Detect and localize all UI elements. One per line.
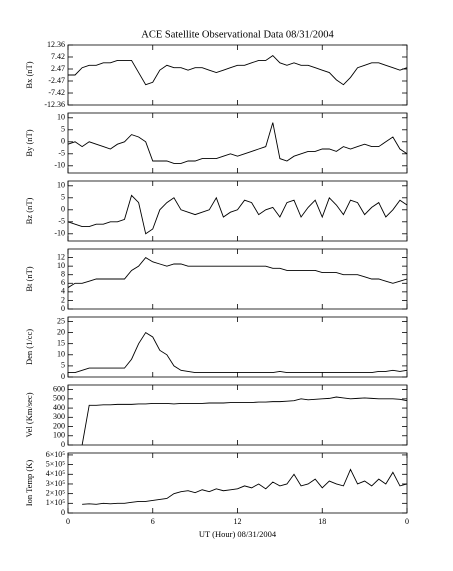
y-tick-label: 5 xyxy=(61,193,65,202)
data-line xyxy=(82,468,408,505)
y-axis-label: Bz (nT) xyxy=(24,197,34,224)
x-tick-label: 12 xyxy=(234,517,242,526)
y-tick-label: 10 xyxy=(57,181,65,190)
y-tick-label: 0 xyxy=(61,372,65,381)
y-tick-label: 12 xyxy=(57,252,65,261)
y-tick-label: 6 xyxy=(61,278,65,287)
y-tick-label: 5 xyxy=(61,361,65,370)
y-tick-label: 12.36 xyxy=(47,40,65,49)
y-axis-label: By (nT) xyxy=(24,129,34,156)
y-tick-label: 3×10⁵ xyxy=(46,479,66,488)
y-tick-label: 0 xyxy=(61,304,65,313)
data-line xyxy=(67,122,408,164)
y-tick-label: -5 xyxy=(58,217,65,226)
y-tick-label: 100 xyxy=(53,431,65,440)
y-tick-label: 600 xyxy=(53,384,65,393)
y-tick-label: 5 xyxy=(61,125,65,134)
data-line xyxy=(67,256,408,288)
y-axis-label: Bt (nT) xyxy=(24,266,34,291)
y-tick-label: 10 xyxy=(57,113,65,122)
y-axis-label: Ion Temp (K) xyxy=(24,460,34,507)
y-axis-label: Bx (nT) xyxy=(24,61,34,88)
panel-frame xyxy=(67,180,408,242)
y-tick-label: 1×10⁵ xyxy=(46,498,66,507)
y-tick-label: 0 xyxy=(61,205,65,214)
x-tick-label: 6 xyxy=(151,517,155,526)
y-tick-label: 15 xyxy=(57,338,65,347)
y-tick-label: 2×10⁵ xyxy=(46,488,66,497)
data-line xyxy=(68,331,408,374)
y-tick-label: 10 xyxy=(57,261,65,270)
data-line xyxy=(67,194,408,235)
data-line xyxy=(81,396,408,446)
y-tick-label: 4×10⁵ xyxy=(46,469,66,478)
y-tick-label: 25 xyxy=(57,316,65,325)
y-tick-label: -7.42 xyxy=(48,88,65,97)
y-tick-label: -10 xyxy=(54,229,65,238)
y-tick-label: 6×10⁵ xyxy=(46,450,66,459)
y-tick-label: -10 xyxy=(54,161,65,170)
y-tick-label: 300 xyxy=(53,412,65,421)
y-tick-label: 20 xyxy=(57,327,65,336)
panel-frame xyxy=(67,384,408,446)
y-tick-label: -5 xyxy=(58,149,65,158)
y-tick-label: 10 xyxy=(57,350,65,359)
y-tick-label: 500 xyxy=(53,394,65,403)
panel-frame xyxy=(67,112,408,174)
y-tick-label: 0 xyxy=(61,137,65,146)
y-tick-label: 200 xyxy=(53,421,65,430)
x-tick-label: 18 xyxy=(318,517,326,526)
y-tick-label: -12.36 xyxy=(44,100,65,109)
y-tick-label: 4 xyxy=(61,287,65,296)
x-tick-label: 0 xyxy=(66,517,70,526)
y-tick-label: 5×10⁵ xyxy=(46,459,66,468)
y-axis-label: Den (1/cc) xyxy=(24,329,34,365)
y-tick-label: 2 xyxy=(61,295,65,304)
y-tick-label: 0 xyxy=(61,440,65,449)
x-tick-label: 0 xyxy=(405,517,409,526)
panel-frame xyxy=(67,44,408,106)
y-tick-label: -2.47 xyxy=(48,76,65,85)
y-tick-label: 7.42 xyxy=(51,52,65,61)
y-tick-label: 400 xyxy=(53,403,65,412)
y-axis-label: Vel (Km/sec) xyxy=(24,392,34,437)
panel-frame xyxy=(67,452,408,514)
y-tick-label: 0 xyxy=(61,508,65,517)
chart-title: ACE Satellite Observational Data 08/31/2… xyxy=(141,29,334,40)
y-tick-label: 8 xyxy=(61,270,65,279)
data-line xyxy=(68,54,408,86)
x-axis-label: UT (Hour) 08/31/2004 xyxy=(199,529,277,539)
y-tick-label: 2.47 xyxy=(51,64,65,73)
